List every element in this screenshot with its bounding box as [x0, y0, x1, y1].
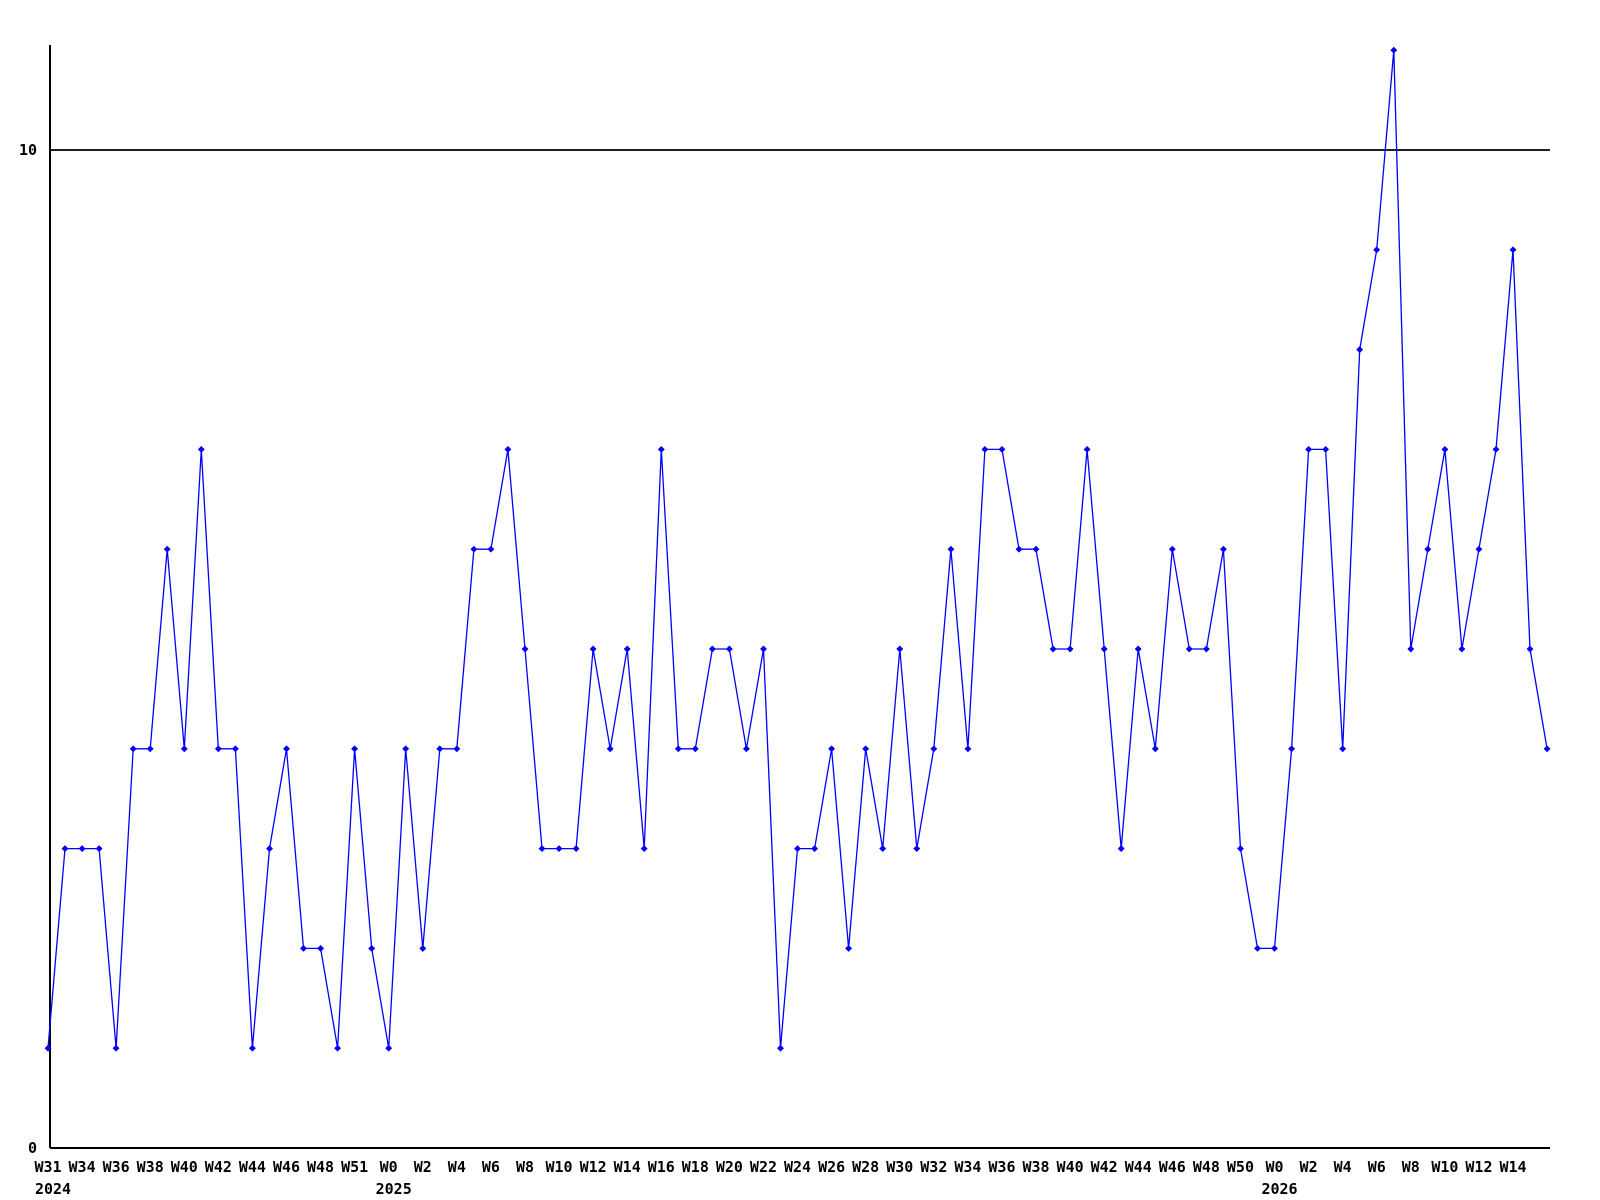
- x-tick-label: W44: [1125, 1158, 1152, 1176]
- x-tick-label: W8: [516, 1158, 534, 1176]
- x-tick-label: W50: [1227, 1158, 1254, 1176]
- data-point-markers: [44, 46, 1551, 1052]
- x-tick-label: W16: [648, 1158, 675, 1176]
- x-tick-label: W6: [1368, 1158, 1386, 1176]
- x-tick-label: W8: [1402, 1158, 1420, 1176]
- x-tick-label: W22: [750, 1158, 777, 1176]
- x-tick-label: W44: [239, 1158, 266, 1176]
- x-tick-label: W36: [988, 1158, 1015, 1176]
- x-tick-label: W34: [69, 1158, 96, 1176]
- x-tick-label: W0: [380, 1158, 398, 1176]
- x-tick-label: W31: [34, 1158, 61, 1176]
- x-tick-label: W42: [1091, 1158, 1118, 1176]
- x-tick-label: W48: [307, 1158, 334, 1176]
- x-tick-label: W48: [1193, 1158, 1220, 1176]
- x-tick-label: W38: [137, 1158, 164, 1176]
- x-tick-label: W10: [546, 1158, 573, 1176]
- x-tick-label: W26: [818, 1158, 845, 1176]
- y-tick-label: 0: [28, 1139, 37, 1157]
- x-tick-label: W2: [414, 1158, 432, 1176]
- x-tick-label: W14: [1499, 1158, 1526, 1176]
- x-tick-label: W46: [1159, 1158, 1186, 1176]
- x-tick-label: W40: [171, 1158, 198, 1176]
- x-tick-label: W32: [920, 1158, 947, 1176]
- x-tick-label: W34: [954, 1158, 981, 1176]
- x-tick-label: W42: [205, 1158, 232, 1176]
- x-year-label: 2026: [1261, 1180, 1297, 1198]
- x-tick-label: W46: [273, 1158, 300, 1176]
- x-tick-label: W4: [1334, 1158, 1352, 1176]
- x-tick-label: W10: [1431, 1158, 1458, 1176]
- x-tick-label: W28: [852, 1158, 879, 1176]
- x-tick-label: W24: [784, 1158, 811, 1176]
- x-tick-label: W36: [103, 1158, 130, 1176]
- x-tick-label: W4: [448, 1158, 466, 1176]
- x-tick-label: W51: [341, 1158, 368, 1176]
- x-year-label: 2025: [376, 1180, 412, 1198]
- x-tick-label: W12: [1465, 1158, 1492, 1176]
- x-tick-label: W6: [482, 1158, 500, 1176]
- x-tick-label: W2: [1300, 1158, 1318, 1176]
- x-tick-label: W30: [886, 1158, 913, 1176]
- x-tick-label: W18: [682, 1158, 709, 1176]
- x-tick-label: W20: [716, 1158, 743, 1176]
- x-tick-label: W38: [1022, 1158, 1049, 1176]
- y-tick-label: 10: [19, 141, 37, 159]
- x-year-label: 2024: [35, 1180, 71, 1198]
- x-tick-label: W12: [580, 1158, 607, 1176]
- x-tick-label: W40: [1057, 1158, 1084, 1176]
- x-tick-label: W14: [614, 1158, 641, 1176]
- x-tick-label: W0: [1265, 1158, 1283, 1176]
